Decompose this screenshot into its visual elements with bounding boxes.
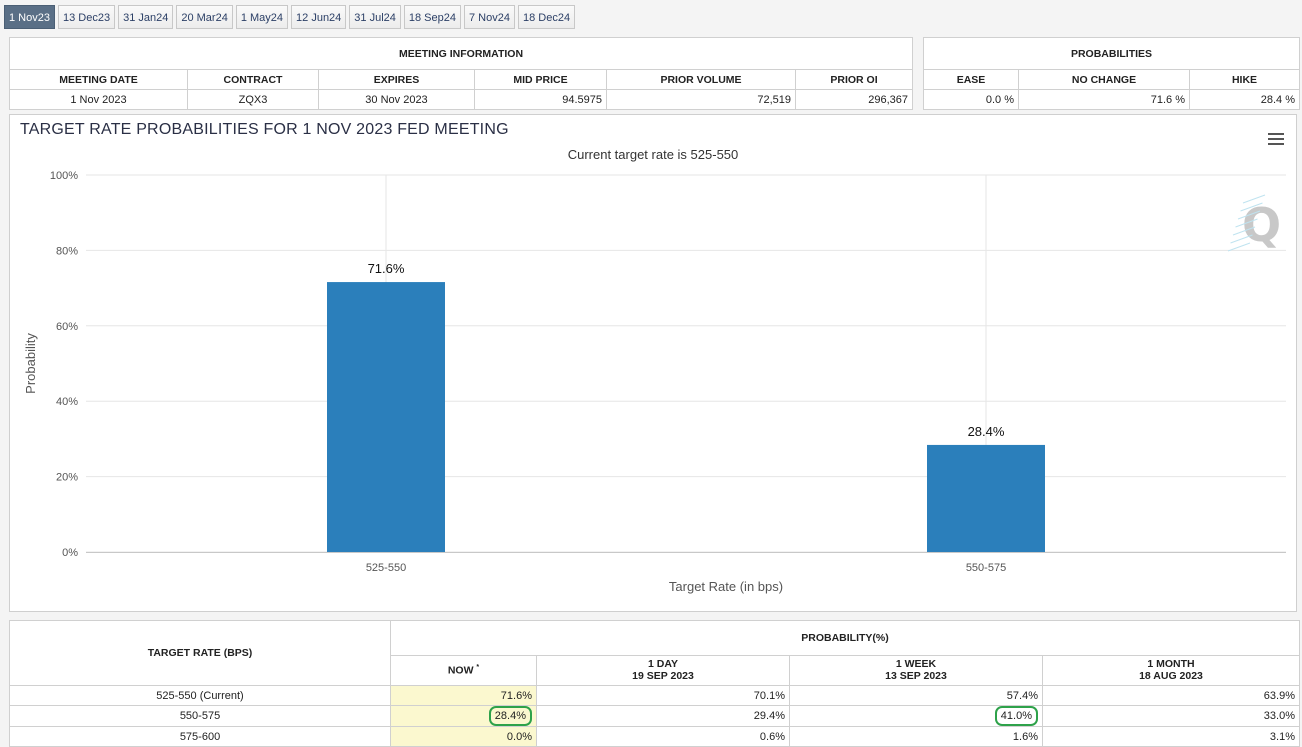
header-now-footnote-mark: * (476, 664, 480, 672)
prior-volume-value: 72,519 (606, 89, 796, 110)
month-cell: 63.9% (1042, 685, 1300, 706)
now-cell: 71.6% (390, 685, 537, 706)
hike-value: 28.4 % (1189, 89, 1300, 110)
rate-cell: 550-575 (9, 705, 391, 727)
header-1-month-date: 18 AUG 2023 (1139, 670, 1203, 683)
chart-title: TARGET RATE PROBABILITIES FOR 1 NOV 2023… (20, 121, 509, 138)
data-label: 71.6% (368, 261, 405, 276)
tab-7-nov24[interactable]: 7 Nov24 (464, 5, 515, 29)
mid-price-value: 94.5975 (474, 89, 607, 110)
rate-cell: 525-550 (Current) (9, 685, 391, 706)
q-logo-letter: Q (1242, 198, 1281, 252)
y-tick-label: 40% (56, 396, 78, 408)
tab-18-dec24[interactable]: 18 Dec24 (517, 5, 576, 29)
header-1-week: 1 WEEK 13 SEP 2023 (789, 654, 1043, 687)
logo-stroke (1242, 194, 1266, 204)
header-now-label: NOW (447, 664, 474, 677)
header-contract: CONTRACT (187, 69, 319, 90)
highlighted-value: 28.4% (488, 706, 532, 726)
header-ease: EASE (923, 69, 1019, 90)
y-tick-label: 100% (50, 170, 78, 182)
logo-stroke (1232, 226, 1256, 236)
hamburger-menu-icon[interactable] (1268, 133, 1284, 145)
week-cell: 41.0% (789, 705, 1043, 727)
header-prior-oi: PRIOR OI (794, 69, 914, 90)
header-no-change: NO CHANGE (1018, 69, 1190, 90)
week-cell: 57.4% (789, 685, 1043, 706)
header-prior-volume: PRIOR VOLUME (606, 69, 796, 90)
header-probability-group: PROBABILITY(%) (390, 620, 1300, 656)
no-change-value: 71.6 % (1018, 89, 1190, 110)
table-row: 525-550 (Current) 71.6% 70.1% 57.4% 63.9… (9, 685, 1300, 706)
bar (927, 444, 1045, 552)
logo-stroke (1237, 210, 1261, 220)
chart-panel: 0% 20% 40% 60% 80% 100% 71.6% 525-550 28.4% 550-5… (9, 114, 1297, 612)
month-cell: 33.0% (1042, 705, 1300, 727)
logo-stroke (1235, 218, 1258, 228)
highlighted-value: 41.0% (994, 706, 1038, 726)
meeting-date-value: 1 Nov 2023 (9, 89, 188, 110)
expires-value: 30 Nov 2023 (318, 89, 475, 110)
header-meeting-date: MEETING DATE (9, 69, 188, 90)
data-label: 28.4% (968, 424, 1005, 439)
contract-value: ZQX3 (187, 89, 319, 110)
y-tick-label: 60% (56, 321, 78, 333)
y-axis-title: Probability (23, 333, 38, 394)
tab-1-may24[interactable]: 1 May24 (235, 5, 289, 29)
logo-stroke (1227, 242, 1251, 252)
probabilities-table: PROBABILITIES EASE NO CHANGE HIKE 0.0 % … (923, 37, 1300, 110)
header-1-day-label: 1 DAY (648, 658, 678, 671)
tab-18-sep24[interactable]: 18 Sep24 (403, 5, 461, 29)
header-now: NOW * (390, 654, 537, 687)
header-1-day-date: 19 SEP 2023 (632, 670, 694, 683)
rate-cell: 575-600 (9, 726, 391, 747)
chart-subtitle: Current target rate is 525-550 (567, 147, 739, 162)
day-cell: 0.6% (536, 726, 790, 747)
header-1-week-date: 13 SEP 2023 (885, 670, 947, 683)
y-tick-label: 20% (56, 472, 78, 484)
table-row: 550-575 28.4% 29.4% 41.0% 33.0% (9, 705, 1300, 727)
header-hike: HIKE (1189, 69, 1300, 90)
now-cell: 0.0% (390, 726, 537, 747)
meeting-info-table: MEETING INFORMATION MEETING DATE CONTRAC… (8, 37, 914, 110)
rate-probability-table: TARGET RATE (BPS) PROBABILITY(%) NOW * 1… (9, 620, 1300, 747)
header-1-month: 1 MONTH 18 AUG 2023 (1042, 654, 1300, 687)
table-row: 575-600 0.0% 0.6% 1.6% 3.1% (9, 726, 1300, 747)
logo-stroke (1230, 234, 1253, 244)
probabilities-title: PROBABILITIES (923, 37, 1300, 70)
month-cell: 3.1% (1042, 726, 1300, 747)
header-target-rate: TARGET RATE (BPS) (9, 620, 391, 686)
tab-20-mar24[interactable]: 20 Mar24 (176, 5, 233, 29)
header-1-month-label: 1 MONTH (1147, 658, 1195, 671)
header-mid-price: MID PRICE (474, 69, 607, 90)
tab-31-jan24[interactable]: 31 Jan24 (118, 5, 174, 29)
header-expires: EXPIRES (318, 69, 475, 90)
x-tick-label: 525-550 (366, 562, 406, 574)
tab-1-nov23[interactable]: 1 Nov23 (4, 5, 55, 29)
tab-31-jul24[interactable]: 31 Jul24 (349, 5, 401, 29)
now-cell: 28.4% (390, 705, 537, 727)
ease-value: 0.0 % (923, 89, 1019, 110)
day-cell: 29.4% (536, 705, 790, 727)
bar (327, 282, 445, 552)
y-tick-label: 80% (56, 245, 78, 257)
day-cell: 70.1% (536, 685, 790, 706)
probability-bar-chart: 0% 20% 40% 60% 80% 100% 71.6% 525-550 28.4% 550-5… (23, 170, 1286, 594)
meeting-info-title: MEETING INFORMATION (8, 37, 914, 70)
header-1-week-label: 1 WEEK (895, 658, 937, 671)
tab-13-dec23[interactable]: 13 Dec23 (57, 5, 116, 29)
week-cell: 1.6% (789, 726, 1043, 747)
meeting-tabs: 1 Nov23 13 Dec23 31 Jan24 20 Mar24 1 May… (4, 5, 576, 31)
q-logo-icon: Q (1227, 194, 1281, 252)
header-1-day: 1 DAY 19 SEP 2023 (536, 654, 790, 687)
logo-stroke (1240, 202, 1263, 212)
x-axis-title: Target Rate (in bps) (669, 579, 783, 594)
y-tick-label: 0% (62, 547, 78, 559)
x-tick-label: 550-575 (966, 562, 1006, 574)
prior-oi-value: 296,367 (794, 89, 914, 110)
tab-12-jun24[interactable]: 12 Jun24 (291, 5, 347, 29)
